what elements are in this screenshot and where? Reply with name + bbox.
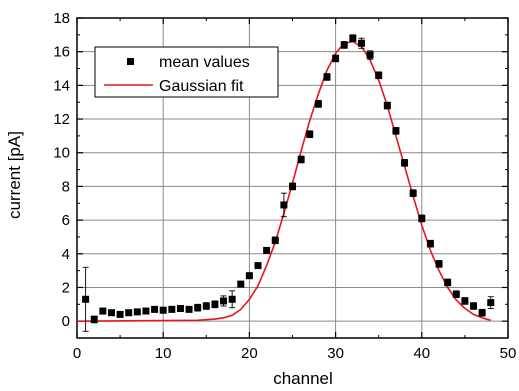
data-point [211, 300, 219, 308]
data-point [245, 272, 253, 280]
data-point [383, 102, 391, 110]
y-tick-label: 4 [62, 246, 70, 263]
legend-box [94, 46, 279, 98]
data-point [133, 308, 141, 316]
legend-marker-mean-values [127, 58, 134, 65]
data-point [426, 240, 434, 248]
data-point [185, 305, 193, 313]
data-point [452, 290, 460, 298]
data-point [357, 39, 365, 47]
data-point [366, 51, 374, 59]
y-axis-label: current [pA] [5, 131, 24, 219]
x-tick-label: 50 [500, 345, 517, 362]
data-point [332, 54, 340, 62]
data-point [263, 246, 271, 254]
data-point [392, 127, 400, 135]
y-tick-label: 2 [62, 279, 70, 296]
data-point [82, 295, 90, 303]
data-point [340, 41, 348, 49]
data-point [90, 315, 98, 323]
y-tick-label: 14 [53, 77, 70, 94]
axes [76, 17, 509, 339]
y-tick-label: 12 [53, 111, 70, 128]
data-point [107, 309, 115, 317]
x-tick-label: 20 [241, 345, 258, 362]
data-point [349, 34, 357, 42]
data-point [142, 307, 150, 315]
data-point [487, 299, 495, 307]
data-point [401, 159, 409, 167]
data-point [116, 310, 124, 318]
data-point [297, 155, 305, 163]
data-point [470, 302, 478, 310]
data-point [435, 260, 443, 268]
data-point [220, 297, 228, 305]
data-point [478, 309, 486, 317]
data-point [314, 100, 322, 108]
data-point [176, 305, 184, 313]
y-tick-label: 18 [53, 10, 70, 27]
data-point [461, 297, 469, 305]
data-point [159, 306, 167, 314]
data-point [306, 130, 314, 138]
data-point [271, 236, 279, 244]
legend-label-mean-values: mean values [159, 54, 250, 71]
x-tick-label: 0 [73, 345, 81, 362]
x-tick-label: 10 [155, 345, 172, 362]
data-point [99, 307, 107, 315]
data-point [151, 305, 159, 313]
data-point [444, 278, 452, 286]
x-tick-label: 40 [413, 345, 430, 362]
data-point [409, 189, 417, 197]
data-point [168, 305, 176, 313]
legend-label-gaussian-fit: Gaussian fit [159, 78, 244, 95]
data-point [237, 280, 245, 288]
points-layer [82, 34, 495, 332]
data-point [375, 71, 383, 79]
data-point [254, 262, 262, 270]
data-point [125, 309, 133, 317]
data-point [202, 302, 210, 310]
data-point [194, 304, 202, 312]
y-tick-label: 6 [62, 212, 70, 229]
data-point [280, 201, 288, 209]
y-tick-label: 0 [62, 313, 70, 330]
data-point [289, 182, 296, 190]
data-point [323, 73, 331, 81]
y-tick-label: 10 [53, 145, 70, 162]
data-point [228, 295, 236, 303]
legend: mean values Gaussian fit [94, 46, 279, 98]
data-point [418, 214, 426, 222]
y-tick-label: 16 [53, 44, 70, 61]
x-axis-label: channel [273, 369, 333, 388]
y-tick-label: 8 [62, 178, 70, 195]
tick-labels: 0 10 20 30 40 50 0 2 4 6 8 10 12 14 16 18 [53, 10, 516, 362]
x-tick-label: 30 [327, 345, 344, 362]
